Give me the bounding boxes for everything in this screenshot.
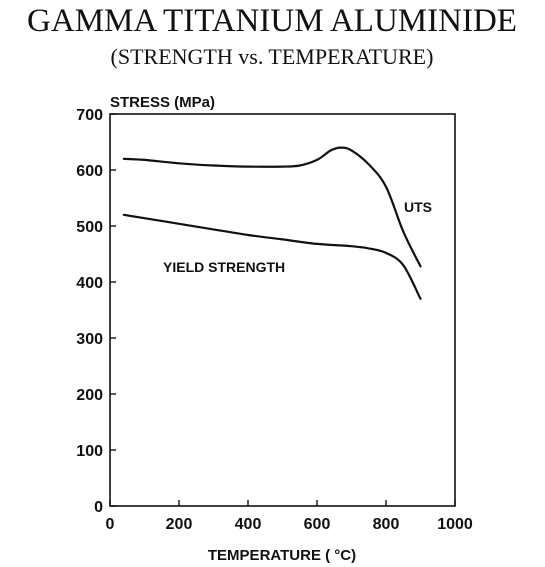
x-tick-label: 200 xyxy=(166,516,193,533)
y-tick-label: 0 xyxy=(94,499,103,516)
x-tick-label: 400 xyxy=(235,516,262,533)
x-tick-label: 800 xyxy=(373,516,400,533)
chart-subtitle: (STRENGTH vs. TEMPERATURE) xyxy=(111,44,434,69)
series-line-yield-strength xyxy=(122,213,422,300)
y-axis-label: STRESS (MPa) xyxy=(110,94,215,111)
x-tick-label: 600 xyxy=(304,516,331,533)
series-label-uts: UTS xyxy=(404,199,432,215)
y-tick-label: 500 xyxy=(76,219,103,236)
y-tick-label: 600 xyxy=(76,163,103,180)
x-tick-label: 1000 xyxy=(437,516,473,533)
chart-title: GAMMA TITANIUM ALUMINIDE xyxy=(27,3,517,39)
x-tick-label: 0 xyxy=(106,516,115,533)
plot-frame xyxy=(109,113,456,507)
y-tick-label: 700 xyxy=(76,107,103,124)
y-tick-label: 400 xyxy=(76,275,103,292)
series-lines xyxy=(122,146,422,300)
y-tick-label: 100 xyxy=(76,443,103,460)
y-tick-label: 300 xyxy=(76,331,103,348)
y-tick-label: 200 xyxy=(76,387,103,404)
series-line-uts xyxy=(122,146,422,268)
x-axis-label: TEMPERATURE ( °C) xyxy=(208,547,356,564)
axis-ticks: 0 200 400 600 800 1000 0 100 200 300 400 500 600 700 xyxy=(76,107,473,533)
series-label-yield-strength: YIELD STRENGTH xyxy=(163,259,285,275)
